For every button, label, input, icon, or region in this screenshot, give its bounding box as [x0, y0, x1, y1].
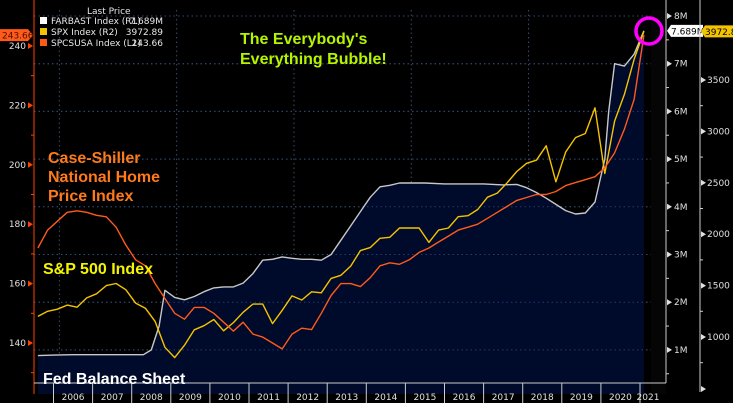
left-axis-tick-label: 180 [9, 220, 26, 230]
x-axis-tick-label: 2016 [453, 393, 476, 403]
x-axis-tick-label: 2021 [637, 393, 660, 403]
right1-axis-tick-marker [667, 13, 672, 19]
right2-axis-tick-marker [701, 231, 706, 238]
right2-axis-tick-marker [701, 128, 706, 135]
right1-axis-tick-label: 8M [674, 12, 688, 22]
left-axis-tick-marker [28, 161, 33, 168]
right1-last-price-tag [667, 24, 703, 37]
x-axis-tick-label: 2014 [374, 393, 397, 403]
legend-entry-name: SPX Index (R2) [51, 28, 118, 38]
legend-swatch [40, 17, 47, 24]
x-axis-tick-label: 2009 [179, 393, 202, 403]
x-axis-tick-label: 2013 [335, 393, 358, 403]
x-axis-tick-label: 2006 [62, 393, 85, 403]
right1-axis-tick-label: 2M [674, 298, 688, 308]
right2-axis-tick-marker [701, 179, 706, 186]
annotation-text: National Home [48, 169, 160, 186]
left-axis-tick-label: 140 [9, 339, 26, 349]
annotation-text: Everything Bubble! [240, 51, 387, 68]
legend-swatch [40, 28, 47, 35]
series-line-farbast [37, 30, 645, 357]
fed-balance-area [37, 30, 644, 395]
left-last-price-tag [0, 29, 33, 42]
legend-entry-value: 7.689M [129, 17, 163, 27]
x-axis-tick-label: 2020 [609, 393, 632, 403]
x-axis-tick-label: 2008 [140, 393, 163, 403]
left-axis-tick-marker [28, 280, 33, 287]
right1-axis-tick-marker [667, 60, 672, 67]
x-axis-tick-label: 2017 [492, 393, 515, 403]
annotation-layer: The Everybody's Everything Bubble! Case-Sh… [43, 16, 664, 388]
right2-axis-tick-label: 3500 [707, 76, 730, 86]
right2-axis-tick-label: 1500 [707, 282, 730, 292]
right1-axis-tick-marker [667, 299, 672, 306]
right2-last-price-label: 3972.89 [705, 28, 733, 38]
x-axis-tick-label: 2007 [101, 393, 124, 403]
right1-axis-tick-marker [667, 108, 672, 115]
right1-axis-tick-label: 7M [674, 60, 688, 70]
series-line-spcsusa [37, 34, 645, 350]
right1-axis-tick-label: 4M [674, 203, 688, 213]
annotation-text: Case-Shiller [48, 150, 140, 167]
right1-axis-tick-marker [667, 251, 672, 258]
right1-axis-tick-label: 1M [674, 346, 688, 356]
legend-entry-name: FARBAST Index (R1) [51, 17, 141, 27]
x-axis-tick-label: 2015 [413, 393, 436, 403]
right1-axis-tick-marker [667, 156, 672, 163]
legend-swatch [40, 39, 47, 46]
right1-last-price-label: 7.689M [671, 27, 705, 37]
future-band [651, 10, 666, 394]
left-last-price-label: 243.66 [2, 32, 34, 42]
legend-entry-name: SPCSUSA Index (L1) [51, 39, 141, 49]
x-axis-tick-label: 2010 [218, 393, 241, 403]
left-axis-tick-label: 200 [9, 161, 26, 171]
right1-axis-tick-label: 3M [674, 251, 688, 261]
left-axis-tick-marker [28, 221, 33, 228]
legend-header: Last Price [87, 7, 131, 17]
series-line-spx [37, 31, 645, 359]
legend-entry-value: 243.66 [132, 39, 164, 49]
annotation-text: Fed Balance Sheet [43, 371, 186, 388]
x-axis-tick-label: 2012 [296, 393, 319, 403]
right2-axis-tick-marker [701, 334, 706, 340]
annotation-text: S&P 500 Index [43, 261, 153, 278]
right1-axis-tick-label: 5M [674, 155, 688, 165]
right2-axis-tick-label: 1000 [707, 333, 730, 343]
x-axis-tick-label: 2018 [531, 393, 554, 403]
left-axis-tick-marker [28, 43, 33, 49]
right2-axis-tick-marker [701, 77, 706, 83]
right2-last-price-tag [701, 25, 733, 38]
left-axis-tick-marker [28, 340, 33, 346]
right2-axis-tick-marker [701, 282, 706, 289]
right2-axis-tick-label: 3000 [707, 127, 730, 137]
right2-axis-tick-label: 2000 [707, 230, 730, 240]
line-layer [37, 30, 645, 359]
left-axis-tick-label: 160 [9, 280, 26, 290]
left-axis-tick-marker [28, 102, 33, 109]
right2-axis-tick-marker [701, 386, 706, 392]
x-axis-tick-label: 2011 [257, 393, 280, 403]
highlight-circle [634, 16, 664, 46]
x-axis-tick-label: 2019 [570, 393, 593, 403]
area-layer [34, 10, 666, 395]
legend-entry-value: 3972.89 [126, 28, 163, 38]
right1-axis-tick-label: 6M [674, 107, 688, 117]
right2-axis-tick-label: 2500 [707, 179, 730, 189]
right1-axis-tick-marker [667, 203, 672, 210]
annotation-text: Price Index [48, 188, 133, 205]
left-axis-tick-label: 240 [9, 42, 26, 52]
annotation-text: The Everybody's [240, 31, 368, 48]
left-axis-tick-label: 220 [9, 101, 26, 111]
right1-axis-tick-marker [667, 346, 672, 353]
